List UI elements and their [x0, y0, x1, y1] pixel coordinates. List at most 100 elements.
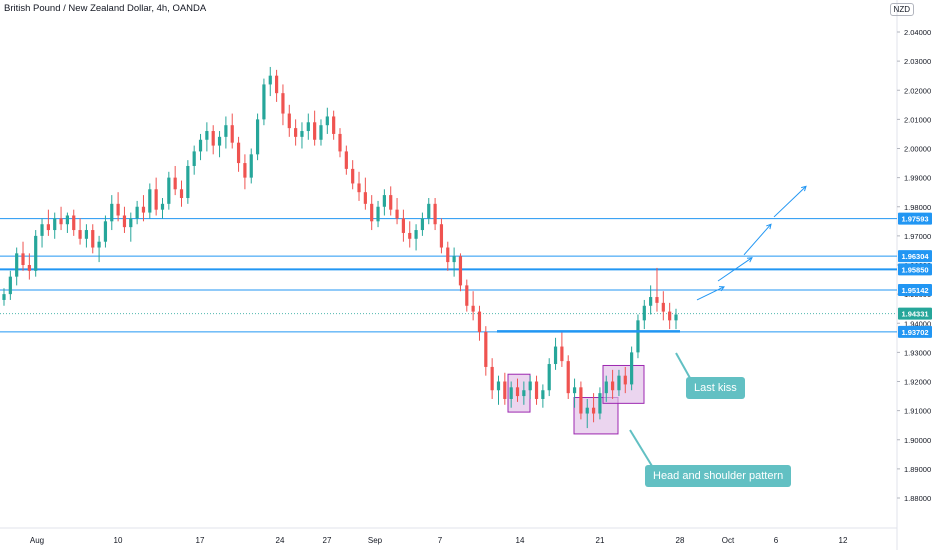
level-label-bg	[898, 250, 932, 263]
head-shoulder-callout: Head and shoulder pattern	[645, 465, 792, 487]
level-label: 1.95142	[901, 286, 928, 295]
last-price-label-bg	[898, 307, 932, 320]
pattern-box-right-shoulder	[602, 364, 645, 404]
candle-body	[249, 154, 253, 178]
candle-body	[325, 116, 329, 126]
y-tick-label: 1.94000	[904, 319, 931, 328]
candle-body	[40, 224, 44, 236]
y-tick-label: 2.04000	[904, 28, 931, 37]
candle-body	[84, 230, 89, 239]
candle-body	[2, 294, 6, 300]
y-tick-label: 1.90000	[904, 436, 931, 445]
x-tick-label: Aug	[30, 536, 44, 545]
level-label: 1.95850	[901, 265, 928, 274]
candle-body	[217, 136, 222, 146]
candle-body	[198, 139, 203, 152]
level-label: 1.96304	[901, 252, 929, 261]
candle-body	[484, 331, 488, 367]
candle-body	[668, 311, 672, 321]
candle-body	[122, 215, 127, 228]
candle-body	[522, 390, 526, 397]
candle-body	[414, 230, 418, 239]
candle-body	[427, 203, 431, 219]
candle-body	[630, 352, 634, 385]
candle-body	[313, 122, 317, 140]
y-tick-label: 1.92000	[904, 378, 931, 387]
candle-body	[65, 215, 69, 225]
level-label-bg	[898, 212, 932, 225]
candle-body	[129, 218, 133, 228]
candle-body	[452, 256, 456, 263]
candle-body	[547, 364, 551, 391]
candle-body	[471, 305, 475, 312]
projection-arrow-head	[801, 185, 807, 192]
candle-body	[376, 206, 380, 222]
candle-body	[243, 163, 247, 178]
candle-body	[268, 75, 272, 85]
candle-body	[446, 247, 450, 263]
candle-body	[160, 203, 165, 210]
projection-arrow-head	[718, 286, 725, 292]
candle-body	[661, 302, 665, 312]
candle-body	[173, 177, 177, 190]
y-tick-label: 2.02000	[904, 86, 931, 95]
candle-body	[224, 125, 228, 137]
last-price-label: 1.94331	[901, 310, 928, 319]
candle-body	[103, 221, 108, 242]
candle-body	[623, 375, 627, 385]
candle-body	[351, 168, 355, 184]
candle-body	[78, 230, 82, 239]
y-tick-label: 1.99000	[904, 174, 931, 183]
candle-body	[357, 183, 361, 193]
candle-body	[167, 177, 171, 204]
level-label: 1.93702	[901, 328, 928, 337]
candle-body	[655, 297, 659, 303]
symbol-title[interactable]: British Pound / New Zealand Dollar, 4h, …	[4, 3, 207, 14]
candle-body	[528, 381, 532, 391]
candle-body	[611, 381, 615, 391]
candle-body	[572, 387, 577, 394]
candle-body	[338, 133, 342, 152]
candle-body	[110, 203, 114, 222]
y-tick-label: 2.03000	[904, 57, 931, 66]
x-tick-label: 10	[114, 536, 123, 545]
level-label: 1.97593	[901, 215, 928, 224]
candle-body	[541, 390, 545, 399]
candle-body	[262, 84, 266, 120]
candle-body	[141, 206, 146, 213]
plot-area	[0, 0, 897, 528]
candle-body	[389, 195, 393, 210]
x-tick-label: 7	[438, 536, 443, 545]
x-tick-label: 17	[196, 536, 205, 545]
level-label-bg	[898, 283, 932, 296]
candle-body	[319, 125, 323, 140]
last-kiss-callout: Last kiss	[686, 377, 745, 399]
candle-body	[306, 122, 310, 132]
candle-body	[465, 285, 469, 306]
candle-body	[332, 116, 336, 134]
candle-body	[553, 346, 558, 365]
candle-body	[8, 276, 12, 295]
head-shoulder-pointer	[629, 429, 653, 467]
candle-body	[642, 305, 646, 321]
currency-badge[interactable]: NZD	[889, 3, 914, 16]
candle-body	[192, 151, 196, 166]
candle-body	[617, 375, 621, 391]
x-tick-label: Sep	[368, 536, 383, 545]
y-tick-label: 1.97000	[904, 232, 931, 241]
candle-body	[27, 265, 31, 271]
candle-body	[382, 195, 386, 207]
candle-body	[255, 119, 260, 155]
candle-body	[370, 203, 374, 222]
candle-body	[496, 381, 501, 391]
candle-body	[287, 113, 291, 129]
candle-body	[116, 203, 120, 216]
candle-body	[674, 314, 678, 321]
projection-arrow-line	[717, 257, 753, 282]
x-tick-label: 28	[676, 536, 685, 545]
candle-body	[34, 235, 38, 271]
candle-body	[433, 203, 437, 225]
y-tick-label: 1.88000	[904, 494, 931, 503]
candle-body	[97, 241, 101, 248]
